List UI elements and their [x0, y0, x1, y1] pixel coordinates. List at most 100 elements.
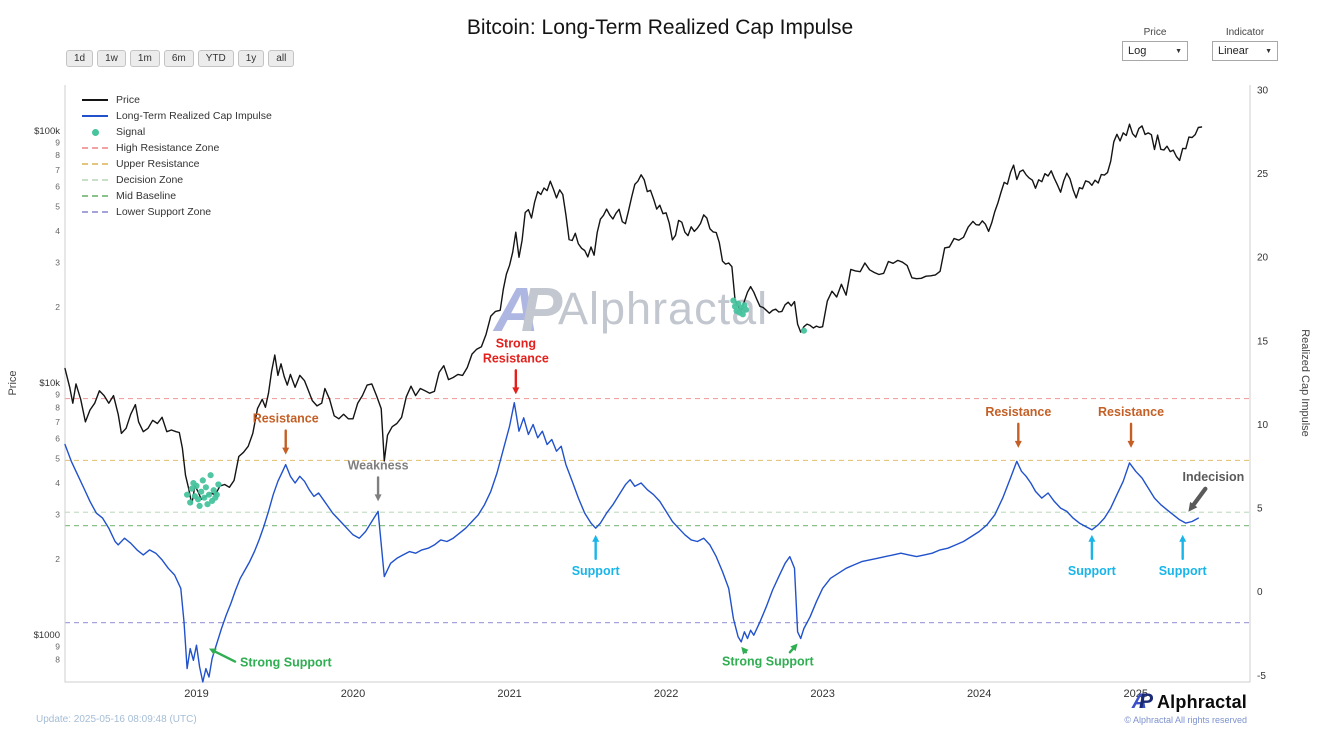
svg-text:2021: 2021 — [497, 688, 521, 700]
svg-text:3: 3 — [55, 258, 60, 268]
annotation-strong-support: Strong Support — [240, 656, 332, 670]
legend-label: Long-Term Realized Cap Impulse — [116, 110, 272, 122]
svg-text:2020: 2020 — [341, 688, 365, 700]
svg-text:3: 3 — [55, 510, 60, 520]
range-button-1w[interactable]: 1w — [97, 50, 126, 67]
svg-text:10: 10 — [1257, 420, 1269, 431]
axis-title-impulse: Realized Cap Impulse — [1299, 329, 1311, 437]
svg-text:9: 9 — [55, 389, 60, 399]
svg-text:5: 5 — [55, 202, 60, 212]
svg-text:30: 30 — [1257, 86, 1269, 97]
legend-item-upper-resistance[interactable]: Upper Resistance — [82, 156, 272, 172]
caret-down-icon: ▼ — [1265, 47, 1272, 55]
svg-text:7: 7 — [55, 417, 60, 427]
svg-text:P: P — [521, 276, 563, 345]
brand-name: Alphractal — [1156, 691, 1247, 712]
indicator-scale-label: Indicator — [1225, 27, 1265, 38]
legend-item-long-term-realized-cap-impulse[interactable]: Long-Term Realized Cap Impulse — [82, 108, 272, 124]
caret-down-icon: ▼ — [1175, 47, 1182, 55]
annotation-resistance: Resistance — [985, 405, 1051, 419]
range-button-6m[interactable]: 6m — [163, 50, 194, 67]
range-button-1d[interactable]: 1d — [66, 50, 94, 67]
indicator-scale-value: Linear — [1218, 45, 1249, 57]
footer-brand: AP Alphractal © Alphractal All rights re… — [1124, 690, 1247, 725]
signal-dots — [184, 297, 808, 509]
range-button-1m[interactable]: 1m — [129, 50, 160, 67]
legend-label: Lower Support Zone — [116, 206, 212, 218]
annotation-strong-support: Strong Support — [722, 654, 814, 668]
legend-item-signal[interactable]: Signal — [82, 124, 272, 140]
legend-item-lower-support-zone[interactable]: Lower Support Zone — [82, 204, 272, 220]
legend-item-mid-baseline[interactable]: Mid Baseline — [82, 188, 272, 204]
svg-text:9: 9 — [55, 137, 60, 147]
annotations: ResistanceWeaknessStrongResistanceSuppor… — [209, 336, 1244, 670]
svg-text:7: 7 — [55, 165, 60, 175]
svg-text:6: 6 — [55, 434, 60, 444]
annotation-support: Support — [572, 564, 621, 578]
price-scale-label: Price — [1143, 27, 1167, 38]
svg-text:2019: 2019 — [184, 688, 208, 700]
svg-text:-5: -5 — [1257, 671, 1266, 682]
svg-text:Price: Price — [7, 370, 19, 395]
annotation-resistance: Resistance — [253, 412, 319, 426]
price-scale-control: Price Log ▼ — [1122, 27, 1188, 61]
annotation-support: Support — [1159, 564, 1208, 578]
decision-zone-swatch-icon — [82, 179, 108, 181]
indicator-scale-select[interactable]: Linear ▼ — [1212, 41, 1278, 61]
price-scale-value: Log — [1128, 45, 1147, 57]
svg-text:4: 4 — [55, 226, 60, 236]
annotation-weakness: Weakness — [348, 458, 409, 472]
price-scale-select[interactable]: Log ▼ — [1122, 41, 1188, 61]
svg-text:2: 2 — [55, 554, 60, 564]
indicator-scale-control: Indicator Linear ▼ — [1212, 27, 1278, 61]
annotation-support: Support — [1068, 564, 1117, 578]
legend-label: Upper Resistance — [116, 158, 200, 170]
range-button-1y[interactable]: 1y — [237, 50, 265, 67]
axis-controls: Price Log ▼ Indicator Linear ▼ — [1122, 27, 1278, 61]
legend-label: High Resistance Zone — [116, 142, 220, 154]
svg-text:5: 5 — [55, 454, 60, 464]
mid-baseline-swatch-icon — [82, 195, 108, 197]
chart-legend: Price Long-Term Realized Cap Impulse Signa… — [82, 92, 272, 220]
legend-item-price[interactable]: Price — [82, 92, 272, 108]
svg-text:$100k: $100k — [34, 126, 60, 137]
legend-item-high-resistance-zone[interactable]: High Resistance Zone — [82, 140, 272, 156]
svg-text:9: 9 — [55, 641, 60, 651]
svg-text:8: 8 — [55, 150, 60, 160]
svg-text:Alphractal: Alphractal — [558, 283, 768, 334]
annotation-resistance: Resistance — [1098, 405, 1164, 419]
price-line — [64, 123, 1203, 505]
legend-label: Price — [116, 94, 140, 106]
svg-text:2022: 2022 — [654, 688, 678, 700]
range-button-ytd[interactable]: YTD — [197, 50, 234, 67]
annotation-indecision: Indecision — [1182, 470, 1244, 484]
update-timestamp: Update: 2025-05-16 08:09:48 (UTC) — [36, 714, 197, 725]
x-axis-labels: 2019 2020 2021 2022 2023 2024 2025 — [184, 688, 1148, 700]
impulse-line — [64, 402, 1200, 683]
legend-item-decision-zone[interactable]: Decision Zone — [82, 172, 272, 188]
upper-resistance-swatch-icon — [82, 163, 108, 165]
signal-swatch-icon — [82, 128, 108, 136]
copyright: © Alphractal All rights reserved — [1124, 715, 1247, 725]
svg-text:8: 8 — [55, 402, 60, 412]
chart-title: Bitcoin: Long-Term Realized Cap Impulse — [466, 16, 854, 39]
zone-lines — [65, 397, 1250, 624]
svg-text:2: 2 — [55, 302, 60, 312]
legend-label: Signal — [116, 126, 146, 138]
svg-text:15: 15 — [1257, 336, 1269, 347]
svg-text:Realized Cap Impulse: Realized Cap Impulse — [1299, 329, 1311, 437]
svg-text:$1000: $1000 — [34, 630, 60, 641]
right-axis-labels: 30 25 20 15 10 5 0 -5 — [1257, 86, 1269, 682]
long-term-realized-cap-impulse-swatch-icon — [82, 115, 108, 117]
svg-text:8: 8 — [55, 654, 60, 664]
range-button-all[interactable]: all — [268, 50, 295, 67]
svg-text:20: 20 — [1257, 253, 1269, 264]
high-resistance-zone-swatch-icon — [82, 147, 108, 149]
legend-label: Decision Zone — [116, 174, 184, 186]
lower-support-zone-swatch-icon — [82, 211, 108, 213]
svg-text:2025: 2025 — [1123, 688, 1147, 700]
svg-text:2024: 2024 — [967, 688, 991, 700]
